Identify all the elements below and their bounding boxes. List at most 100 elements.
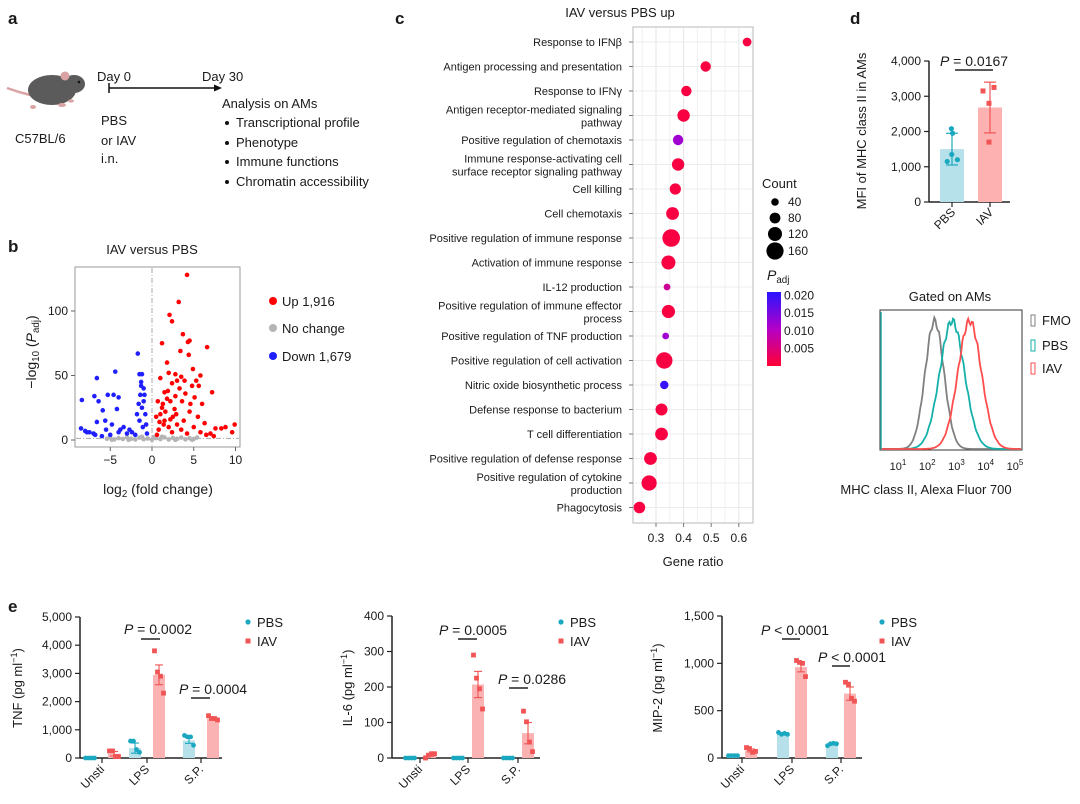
dotplot-term-line: Positive regulation of chemotaxis (461, 135, 622, 147)
tick-base: 10 (1007, 461, 1019, 473)
data-point-pbs (412, 755, 417, 761)
y-axis-label-part: ) (10, 648, 25, 652)
mouse-illustration (6, 71, 85, 109)
x-tick-label-group: LPS (126, 762, 152, 788)
volcano-point-down (121, 424, 126, 430)
y-axis-label-part: IL-6 (pg ml (340, 664, 355, 726)
treatment-label: i.n. (101, 151, 118, 166)
p-value: = 0.0167 (949, 53, 1008, 69)
analysis-item: Transcriptional profile (236, 115, 360, 130)
p-symbol: P (439, 622, 449, 638)
day30-label: Day 30 (202, 69, 243, 84)
p-value-label: P = 0.0002 (124, 621, 192, 637)
volcano-point-up (169, 319, 175, 324)
data-point-pbs (834, 741, 839, 747)
data-point-iav (432, 751, 437, 757)
data-point (954, 157, 961, 163)
dotplot-point (677, 109, 690, 122)
count-legend-label: 80 (788, 211, 802, 225)
volcano-point-up (153, 414, 159, 420)
volcano-point-up (208, 431, 213, 436)
p-symbol: P (179, 681, 189, 697)
y-tick-label: 2,000 (891, 125, 921, 139)
dotplot-term-line: Positive regulation of cell activation (451, 356, 622, 368)
volcano-point-up (176, 299, 182, 305)
volcano-point-up (159, 405, 165, 411)
dotplot-x-axis-label: Gene ratio (663, 554, 724, 569)
y-tick-label: 0 (707, 751, 714, 765)
dotplot-term-line: Phagocytosis (557, 503, 623, 515)
dotplot-term-label: Positive regulation of cell activation (451, 356, 622, 368)
volcano-point-up (203, 432, 209, 438)
x-tick-label-group: Unsti (718, 762, 747, 791)
p-symbol: P (818, 649, 828, 665)
volcano-point-down (78, 426, 84, 431)
x-tick-label: 105 (1007, 458, 1024, 473)
volcano-x-axis-label-part: log (103, 481, 122, 497)
x-tick-label: 103 (948, 458, 965, 473)
legend-label-up: Up 1,916 (282, 294, 335, 309)
dotplot-term-line: IL-12 production (543, 282, 623, 294)
volcano-x-axis-label-part: (fold change) (127, 481, 213, 497)
data-point (986, 139, 992, 145)
volcano-point-no_change (178, 435, 184, 440)
dotplot-term-line: process (583, 314, 622, 326)
x-tick-label: 102 (919, 458, 936, 473)
y-tick-label: 400 (364, 609, 384, 623)
data-point-iav (116, 754, 121, 759)
dotplot-point (661, 304, 676, 319)
data-point-iav (800, 660, 805, 666)
dotplot-term-line: Response to IFNγ (534, 86, 623, 98)
data-point-iav (753, 748, 758, 754)
volcano-point-up (199, 401, 205, 407)
data-point (944, 158, 950, 165)
dotplot-point (633, 501, 646, 514)
dotplot-term-line: Positive regulation of cytokine (476, 472, 622, 484)
tick-exponent: 1 (902, 458, 907, 467)
dotplot-term-line: Cell killing (572, 184, 622, 196)
legend-marker-pbs (879, 619, 885, 625)
data-point-pbs (460, 755, 465, 761)
volcano-point-up (187, 409, 192, 414)
dotplot-term-label: Positive regulation of defense response (429, 454, 622, 466)
legend-label-down: Down 1,679 (282, 349, 351, 364)
volcano-point-no_change (194, 435, 200, 440)
volcano-point-up (179, 399, 185, 404)
analysis-item: Phenotype (236, 135, 298, 150)
strain-label: C57BL/6 (15, 131, 66, 146)
dotplot-term-line: Nitric oxide biosynthetic process (465, 380, 623, 392)
p-value: < 0.0001 (827, 649, 886, 665)
p-value-label: P = 0.0004 (179, 681, 247, 697)
volcano-point-up (174, 378, 180, 383)
bullet-icon (225, 180, 229, 184)
dotplot-point (662, 229, 680, 247)
x-tick-label-group: LPS (447, 762, 473, 788)
volcano-point-up (184, 272, 190, 278)
volcano-point-up (155, 399, 161, 404)
legend-label-no_change: No change (282, 321, 345, 336)
panel-label-d: d (850, 9, 860, 28)
dotplot-point (669, 183, 681, 195)
volcano-point-no_change (120, 436, 126, 442)
volcano-point-up (195, 414, 201, 420)
data-point (948, 126, 955, 132)
dotplot-point (660, 380, 669, 390)
data-point (980, 88, 986, 94)
p-symbol: P (498, 671, 508, 687)
p-value-label: P = 0.0286 (498, 671, 566, 687)
data-point-iav (423, 755, 428, 761)
data-point-iav (206, 713, 211, 719)
volcano-point-up (173, 411, 179, 417)
y-axis-label-part: −1 (339, 654, 349, 664)
legend-marker-fmo (1030, 314, 1036, 327)
p-value: = 0.0002 (133, 621, 192, 637)
x-tick-label-group: S.P. (821, 762, 846, 787)
p-symbol: P (761, 622, 771, 638)
volcano-plot-frame (74, 266, 241, 448)
y-axis-label: MIP-2 (pg ml−1) (649, 643, 665, 732)
data-point-pbs (92, 755, 97, 761)
dotplot-title: IAV versus PBS up (565, 5, 675, 20)
legend-marker-pbs (1030, 339, 1036, 352)
dotplot-term-line: Immune response-activating cell (464, 154, 622, 166)
y-axis-label-group: MIP-2 (pg ml−1) (649, 643, 665, 732)
